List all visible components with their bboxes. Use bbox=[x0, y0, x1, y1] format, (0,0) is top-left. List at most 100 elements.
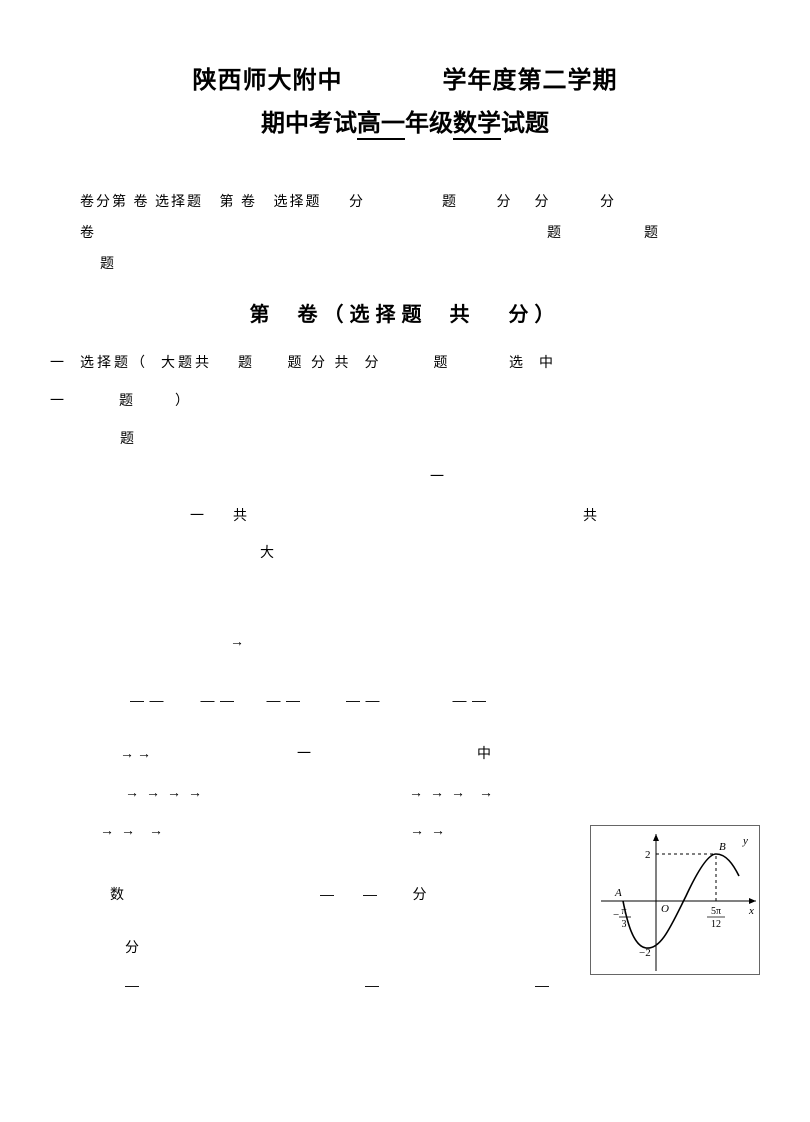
main-title: 陕西师大附中学年度第二学期 bbox=[50, 60, 760, 95]
exam-suffix: 试题 bbox=[501, 111, 549, 137]
txt: 题 bbox=[119, 394, 136, 409]
arrow-icon: → bbox=[409, 784, 423, 800]
txt: 卷（选择题 bbox=[298, 304, 428, 326]
txt: — bbox=[366, 692, 381, 708]
txt: 分 bbox=[600, 195, 616, 210]
txt: 题 bbox=[547, 226, 563, 241]
txt: 分 bbox=[349, 195, 365, 210]
txt: 第 bbox=[250, 304, 276, 326]
dashes-row: — — — — — — — — — — bbox=[130, 684, 760, 719]
y-tick-neg2: −2 bbox=[639, 947, 651, 959]
txt: — bbox=[286, 692, 301, 708]
mc-line-1: 一 选择题（ 大题共 题 题 分 共 分 题 选 中 bbox=[50, 347, 760, 381]
chart-svg: y x O A B 2 −2 − π 3 5π 12 bbox=[591, 826, 761, 976]
frac-top-2: 5π bbox=[711, 906, 721, 917]
arrow-icon: → bbox=[120, 745, 137, 761]
txt: 卷 bbox=[241, 195, 257, 210]
exam-grade: 高一 bbox=[357, 111, 405, 140]
axis-x-label: x bbox=[748, 905, 754, 917]
txt: — bbox=[365, 977, 382, 993]
info-row-2: 卷 题 题 bbox=[80, 219, 760, 250]
origin-label: O bbox=[661, 903, 669, 915]
txt: 中 bbox=[477, 747, 494, 762]
section-1-header: 第 卷（选择题 共 分） bbox=[50, 298, 760, 327]
sparse-1: 一 bbox=[430, 460, 760, 495]
axis-y-label: y bbox=[742, 835, 748, 847]
txt: 一 bbox=[430, 468, 447, 484]
txt: — bbox=[346, 692, 361, 708]
arrow-icon: → bbox=[149, 822, 163, 838]
exam-mid: 年级 bbox=[405, 111, 453, 137]
arrow-icon: → bbox=[479, 784, 493, 800]
txt: — bbox=[320, 886, 337, 902]
txt: — bbox=[130, 692, 145, 708]
point-a-label: A bbox=[614, 887, 622, 899]
txt: 共 bbox=[335, 356, 352, 371]
txt: 大题共 bbox=[161, 356, 212, 371]
txt: 一 bbox=[50, 394, 67, 409]
school-name: 陕西师大附中 bbox=[193, 68, 343, 94]
arrows-row-3: → → → → → → → → bbox=[125, 776, 760, 811]
arrow-icon: → bbox=[100, 822, 114, 838]
exam-subject: 数学 bbox=[453, 111, 501, 140]
sine-chart: y x O A B 2 −2 − π 3 5π 12 bbox=[590, 825, 760, 975]
sparse-2: 一 共 共 bbox=[190, 499, 760, 534]
info-row-3: 题 bbox=[100, 250, 760, 281]
txt: — bbox=[472, 692, 487, 708]
arrows-row-2: →→ 一 中 bbox=[120, 737, 760, 772]
txt: 分 bbox=[125, 941, 142, 956]
txt: 中 bbox=[539, 356, 556, 371]
txt: 题 bbox=[238, 356, 255, 371]
sub-title: 期中考试高一年级数学试题 bbox=[50, 103, 760, 138]
txt: 卷 bbox=[134, 195, 150, 210]
txt: — bbox=[453, 692, 468, 708]
arrow-icon: → bbox=[146, 784, 160, 800]
txt: 共 bbox=[233, 509, 250, 524]
txt: 分 bbox=[413, 888, 430, 903]
arrow-icon: → bbox=[188, 784, 202, 800]
txt: 题 bbox=[100, 257, 116, 272]
arrow-icon: → bbox=[430, 784, 444, 800]
txt: — bbox=[267, 692, 282, 708]
frac-top-1: π bbox=[621, 906, 626, 917]
arrow-icon: → bbox=[451, 784, 465, 800]
txt: 卷分第 bbox=[80, 195, 128, 210]
txt: 共 bbox=[450, 304, 476, 326]
txt: 题 bbox=[434, 356, 451, 371]
txt: 一 bbox=[297, 745, 314, 761]
arrow-icon: → bbox=[230, 633, 247, 649]
q-line-3: 题 bbox=[120, 423, 760, 457]
arrow-single: → bbox=[230, 625, 760, 660]
sparse-3: 大 bbox=[260, 537, 760, 571]
txt: 分 bbox=[311, 356, 328, 371]
mc-line-2: 一 题 ） bbox=[50, 385, 760, 419]
arrow-icon: → bbox=[167, 784, 181, 800]
txt: 分） bbox=[509, 304, 561, 326]
txt: 共 bbox=[583, 509, 600, 524]
txt: 题 bbox=[120, 432, 137, 447]
arrow-icon: → bbox=[137, 745, 154, 761]
txt: — bbox=[150, 692, 165, 708]
point-b-label: B bbox=[719, 841, 726, 853]
txt: 分 bbox=[497, 195, 513, 210]
txt: — bbox=[363, 886, 380, 902]
frac-bot-2: 12 bbox=[711, 919, 721, 930]
txt: 大 bbox=[260, 546, 277, 561]
txt: ） bbox=[175, 394, 192, 409]
txt: 一 bbox=[190, 507, 207, 523]
info-row-1: 卷分第 卷 选择题 第 卷 选择题 分 题 分 分 分 bbox=[80, 188, 760, 219]
txt: 数 bbox=[110, 888, 127, 903]
x-arrow-icon bbox=[749, 898, 756, 904]
neg-sign: − bbox=[613, 909, 619, 921]
y-tick-2: 2 bbox=[645, 849, 651, 861]
txt: 第 bbox=[220, 195, 236, 210]
txt: — bbox=[201, 692, 216, 708]
txt: — bbox=[125, 977, 142, 993]
txt: 分 bbox=[365, 356, 382, 371]
arrow-icon: → bbox=[431, 822, 445, 838]
txt: 选择题（ bbox=[80, 356, 148, 371]
exam-prefix: 期中考试 bbox=[261, 111, 357, 137]
txt: 选择题 bbox=[155, 195, 203, 210]
y-arrow-icon bbox=[653, 834, 659, 841]
txt: — bbox=[535, 977, 552, 993]
